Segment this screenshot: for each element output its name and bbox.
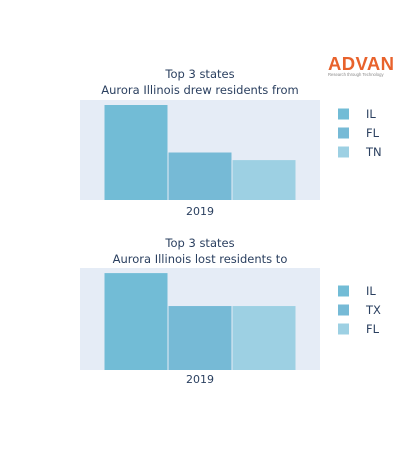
- legend-item-tn[interactable]: TN: [338, 145, 382, 159]
- legend-item-il[interactable]: IL: [338, 284, 376, 298]
- chart-title-line-2: Aurora Illinois lost residents to: [113, 252, 288, 266]
- logo-wordmark: ADVAN: [328, 53, 394, 74]
- chart-title-line-2: Aurora Illinois drew residents from: [101, 83, 298, 97]
- chart-lost-residents-to: Top 3 states Aurora Illinois lost reside…: [80, 236, 381, 386]
- x-tick-label: 2019: [186, 205, 214, 218]
- legend-swatch: [338, 323, 349, 335]
- advan-logo: ADVAN Research through Technology: [328, 53, 394, 77]
- legend-label: TX: [365, 303, 381, 317]
- bar-tx: [168, 306, 232, 370]
- legend-item-tx[interactable]: TX: [338, 303, 381, 317]
- chart-title-line-1: Top 3 states: [164, 236, 234, 250]
- legend-label: IL: [366, 107, 376, 121]
- legend-label: FL: [366, 322, 380, 336]
- bar-fl: [232, 306, 296, 370]
- bar-group: [104, 273, 296, 370]
- bar-fl: [168, 152, 232, 200]
- legend[interactable]: IL FL TN: [338, 107, 382, 159]
- legend-swatch: [338, 146, 349, 158]
- legend-item-fl[interactable]: FL: [338, 322, 380, 336]
- chart-title-line-1: Top 3 states: [164, 67, 234, 81]
- legend-label: TN: [365, 145, 382, 159]
- legend-swatch: [338, 304, 349, 316]
- legend-label: IL: [366, 284, 376, 298]
- legend-swatch: [338, 127, 349, 139]
- logo-tagline: Research through Technology: [328, 72, 384, 77]
- x-tick-label: 2019: [186, 373, 214, 386]
- bar-il: [104, 273, 168, 370]
- legend-label: FL: [366, 126, 380, 140]
- bar-group: [104, 105, 296, 200]
- legend-item-il[interactable]: IL: [338, 107, 376, 121]
- legend-item-fl[interactable]: FL: [338, 126, 380, 140]
- legend[interactable]: IL TX FL: [338, 284, 381, 336]
- legend-swatch: [338, 285, 349, 297]
- legend-swatch: [338, 108, 349, 120]
- bar-il: [104, 105, 168, 200]
- chart-drew-residents-from: Top 3 states Aurora Illinois drew reside…: [80, 67, 382, 218]
- bar-tn: [232, 160, 296, 200]
